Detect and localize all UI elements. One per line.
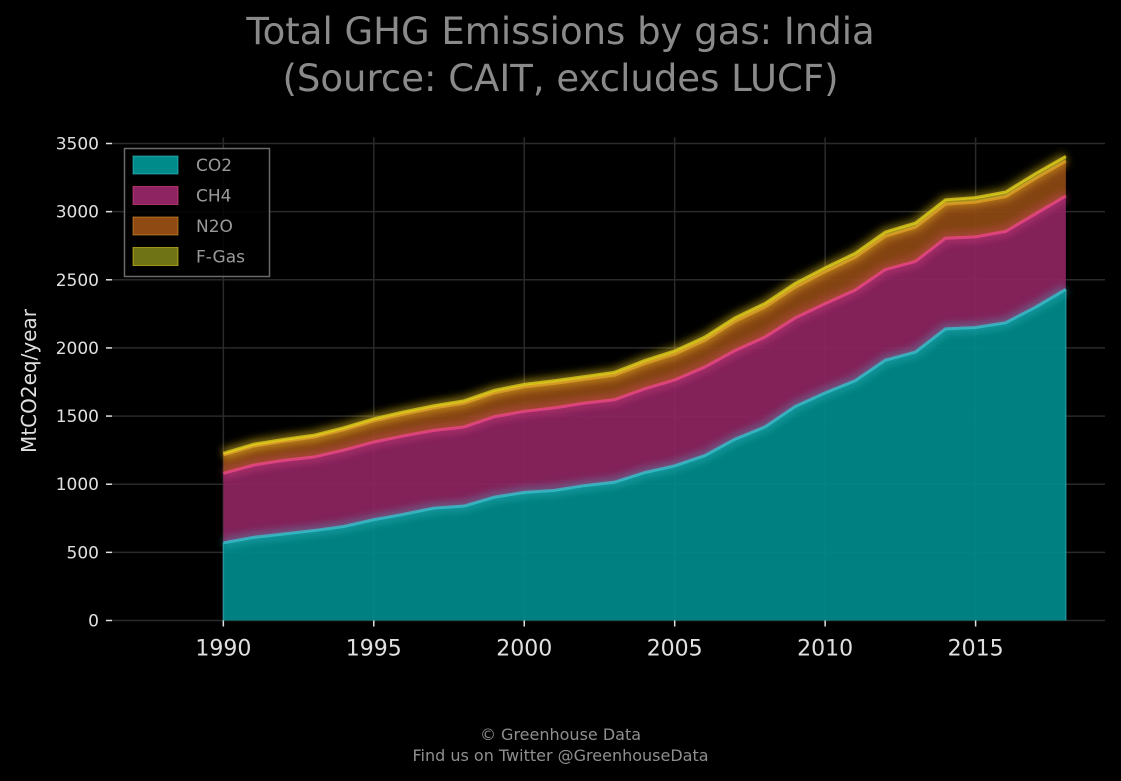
credit-line-2: Find us on Twitter @GreenhouseData	[412, 746, 709, 765]
y-axis-label: MtCO2eq/year	[17, 308, 41, 453]
area-co2	[223, 289, 1066, 621]
x-tick-label: 2010	[797, 637, 853, 662]
x-tick-label: 1990	[195, 637, 251, 662]
legend-swatch-ch4	[132, 186, 179, 205]
legend-label-co2: CO2	[196, 156, 232, 176]
legend: CO2 CH4 N2O F-Gas	[123, 147, 271, 278]
line-f-gas	[222, 155, 1067, 455]
series-lines	[221, 151, 1069, 621]
x-tick-label: 2000	[496, 637, 552, 662]
legend-label-f-gas: F-Gas	[196, 248, 245, 268]
legend-label-ch4: CH4	[196, 187, 231, 207]
y-tick-label: 1000	[56, 475, 99, 495]
legend-swatch-co2	[132, 155, 179, 175]
chart-title-line-1: Total GHG Emissions by gas: India	[246, 10, 875, 53]
legend-label-n2o: N2O	[196, 217, 233, 237]
x-tick-label: 2015	[948, 637, 1004, 662]
chart-title: Total GHG Emissions by gas: India (Sourc…	[0, 8, 1121, 102]
y-tick-label: 3500	[56, 135, 99, 155]
axes: 0 500 1000 1500 2000 2500 3000 3500 1990 1995 2000…	[56, 135, 1004, 662]
x-tick-label: 1995	[346, 637, 402, 662]
y-tick-label: 1500	[56, 407, 99, 427]
legend-swatch-f-gas	[132, 247, 179, 266]
y-tick-label: 3000	[56, 203, 99, 223]
x-tick-label: 2005	[647, 637, 703, 662]
area-ch4	[223, 195, 1066, 543]
line-ch4	[222, 194, 1067, 475]
credit-footer: © Greenhouse Data Find us on Twitter @Gr…	[0, 724, 1121, 766]
y-tick-label: 500	[67, 543, 99, 563]
legend-swatch-n2o	[132, 216, 179, 236]
credit-line-1: © Greenhouse Data	[479, 725, 642, 744]
y-tick-label: 2000	[56, 339, 99, 359]
chart-title-line-2: (Source: CAIT, excludes LUCF)	[282, 57, 839, 100]
y-tick-label: 0	[88, 612, 99, 632]
y-tick-label: 2500	[56, 271, 99, 291]
line-co2	[223, 288, 1067, 545]
